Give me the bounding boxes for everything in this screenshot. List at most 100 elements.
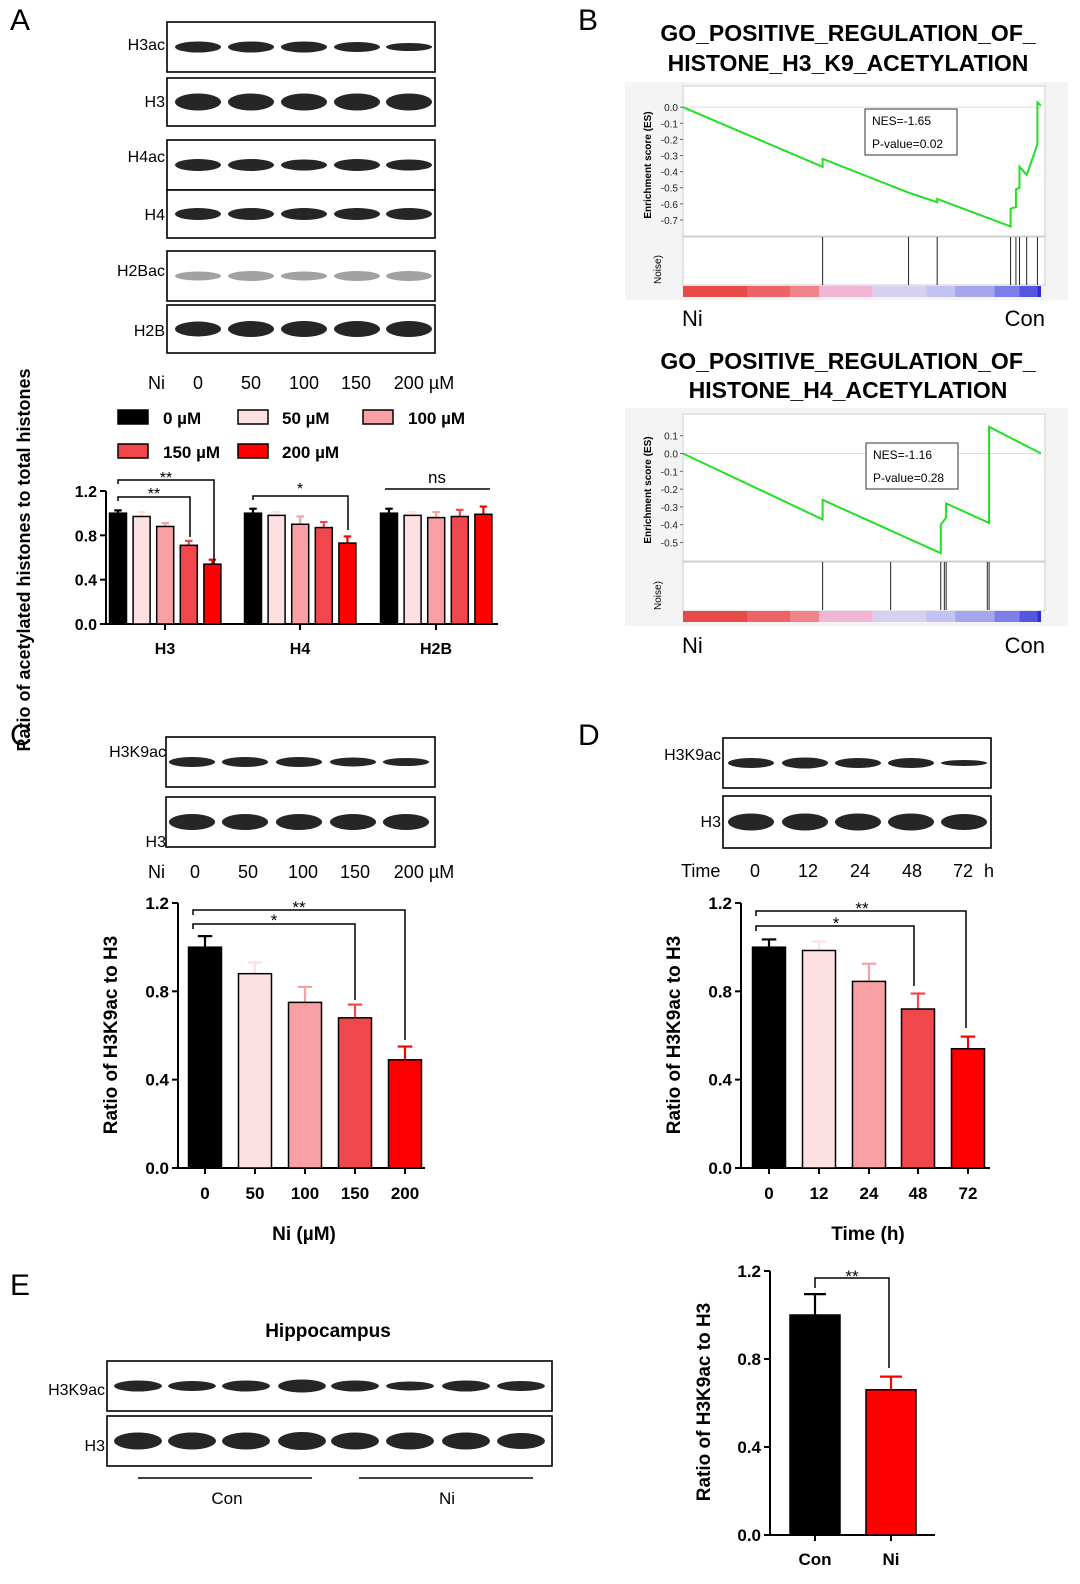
blot-h3-d-band-4 xyxy=(887,813,935,831)
blot-h3k9ac-e-band-7 xyxy=(442,1380,490,1392)
gsea1-rank-seg-7 xyxy=(994,286,1020,297)
blot-h3k9ac-e-band-6 xyxy=(386,1381,434,1391)
blot-h3ac-band-2 xyxy=(227,41,275,53)
blot-h4-band-3 xyxy=(280,208,328,220)
dose-label-ni: Ni xyxy=(148,373,165,393)
sig-bracket-a1 xyxy=(117,479,215,565)
blot-h2bac-band-5 xyxy=(385,271,433,281)
gsea2-rank-seg-8 xyxy=(1019,611,1038,622)
blot-h3-band-1 xyxy=(174,93,222,111)
chart-c-bar-2 xyxy=(287,1001,323,1169)
panel-label-e: E xyxy=(10,1269,30,1302)
gsea2-nes: NES=-1.16 xyxy=(873,448,932,462)
chart-c-ytick-label-2: 0.8 xyxy=(145,982,169,1001)
time-12: 12 xyxy=(798,861,818,881)
chart-a-ytick-label-0: 0.0 xyxy=(75,617,97,634)
blot-h3k9ac-e-band-4 xyxy=(278,1379,326,1393)
gsea2-noise-label: Noise) xyxy=(653,581,664,610)
gsea2-left-label: Ni xyxy=(682,633,703,658)
chart-c-ytick-label-0: 0.0 xyxy=(145,1159,169,1178)
panel-a-blots: H3ac H3 H4ac H4 H2Bac H2B Ni 0 50 100 15… xyxy=(117,21,454,393)
chart-c-xtick-label-2: 100 xyxy=(291,1184,319,1203)
blot-h4ac-band-1 xyxy=(174,159,222,171)
blot-h3-c-band-4 xyxy=(329,814,377,830)
gsea1-rank-seg-8 xyxy=(1019,286,1038,297)
chart-a-bar-11 xyxy=(403,514,422,625)
blot-label-h3-e: H3 xyxy=(85,1438,106,1455)
gsea1-rank-seg-6 xyxy=(955,286,995,297)
chart-d-xtick-label-1: 12 xyxy=(810,1184,829,1203)
blot-h4ac-band-5 xyxy=(385,159,433,171)
blot-h3k9ac-e-band-1 xyxy=(114,1380,162,1392)
blot-h2b-band-1 xyxy=(174,321,222,337)
panel-label-c: C xyxy=(10,719,32,752)
blot-h3k9ac-d-band-4 xyxy=(887,758,935,768)
blot-h3-e-band-1 xyxy=(114,1432,162,1450)
time-48: 48 xyxy=(902,861,922,881)
blot-label-h4ac: H4ac xyxy=(128,149,165,166)
blot-label-h3k9ac-d: H3K9ac xyxy=(664,747,721,764)
blot-h4-band-1 xyxy=(174,208,222,220)
chart-c-bar-4 xyxy=(387,1059,423,1169)
gsea2-es-line xyxy=(682,425,1042,555)
gsea1-ytick-label-6: -0.6 xyxy=(661,200,679,211)
gsea2-right-label: Con xyxy=(1005,633,1045,658)
chart-d-xtick-label-0: 0 xyxy=(764,1184,773,1203)
panel-c-blots: H3K9ac H3 Ni 0 50 100 150 200 µM xyxy=(109,736,454,882)
sig-label-e: ** xyxy=(845,1267,859,1286)
gsea2-rank-seg-0 xyxy=(683,611,748,622)
chart-d-bar-2 xyxy=(851,980,887,1169)
gsea1-left-label: Ni xyxy=(682,306,703,331)
blot-h3k9ac-c-band-1 xyxy=(168,757,216,767)
chart-a-bar-3 xyxy=(179,544,199,625)
chart-a: Ratio of acetylated histones to total hi… xyxy=(14,368,498,752)
legend-label-50: 50 µM xyxy=(282,409,330,428)
blot-h3-c-band-5 xyxy=(382,814,430,830)
blot-h3-e-band-7 xyxy=(442,1432,490,1450)
dose-100: 100 xyxy=(289,373,319,393)
chart-e-bar-1 xyxy=(865,1389,917,1536)
legend-swatch-150 xyxy=(117,443,149,459)
blot-h3-band-5 xyxy=(385,93,433,111)
chart-d-ytick-label-1: 0.4 xyxy=(708,1071,732,1090)
blot-h2b-band-3 xyxy=(280,321,328,337)
chart-d-xtick-label-4: 72 xyxy=(959,1184,978,1203)
blot-h3k9ac-c-band-3 xyxy=(275,757,323,767)
dose-50: 50 xyxy=(241,373,261,393)
gsea2-rank-seg-6 xyxy=(955,611,995,622)
chart-a-ytick-label-3: 1.2 xyxy=(75,484,97,501)
blot-h3-e-band-3 xyxy=(222,1432,270,1450)
gsea2-rank-seg-9 xyxy=(1037,611,1041,622)
blot-h4-band-5 xyxy=(385,208,433,220)
gsea2-hit-area xyxy=(682,561,1046,612)
blot-h2b-band-2 xyxy=(227,321,275,337)
gsea1-rank-seg-2 xyxy=(790,286,820,297)
sig-label-a2: ** xyxy=(148,486,160,503)
chart-e-ytick-label-0: 0.0 xyxy=(737,1526,761,1545)
chart-a-xtick-label-1: H4 xyxy=(290,641,311,658)
gsea1-nes: NES=-1.65 xyxy=(872,114,931,128)
sig-bracket-d1 xyxy=(755,910,967,1028)
sig-bracket-e xyxy=(814,1277,890,1368)
sig-label-a1: ** xyxy=(160,470,172,487)
blot-h3-e-band-6 xyxy=(386,1432,434,1450)
sig-label-d2: * xyxy=(833,914,840,933)
gsea1-rank-seg-1 xyxy=(747,286,791,297)
gsea2-annotation-box xyxy=(865,442,959,490)
blot-h3k9ac-d-band-3 xyxy=(834,758,882,768)
gsea2-plot-area xyxy=(682,413,1046,562)
group-label-ni: Ni xyxy=(439,1489,455,1508)
chart-a-bar-10 xyxy=(379,512,399,625)
hippocampus-title: Hippocampus xyxy=(265,1321,391,1342)
time-24: 24 xyxy=(850,861,870,881)
gsea2-rank-seg-1 xyxy=(747,611,791,622)
blot-h3k9ac-c-band-4 xyxy=(329,757,377,767)
blot-h4ac-band-3 xyxy=(280,159,328,171)
chart-c: Ratio of H3K9ac to H3 Ni (µM) 0.0 0.4 0.8 1… xyxy=(101,894,425,1245)
chart-c-xtick-label-3: 150 xyxy=(341,1184,369,1203)
legend-swatch-200 xyxy=(237,443,269,459)
gsea2-rank-seg-2 xyxy=(790,611,820,622)
sig-label-a3: * xyxy=(297,481,303,498)
gsea1-ytick-label-3: -0.3 xyxy=(661,152,679,163)
blot-h3-e-band-5 xyxy=(331,1432,379,1450)
